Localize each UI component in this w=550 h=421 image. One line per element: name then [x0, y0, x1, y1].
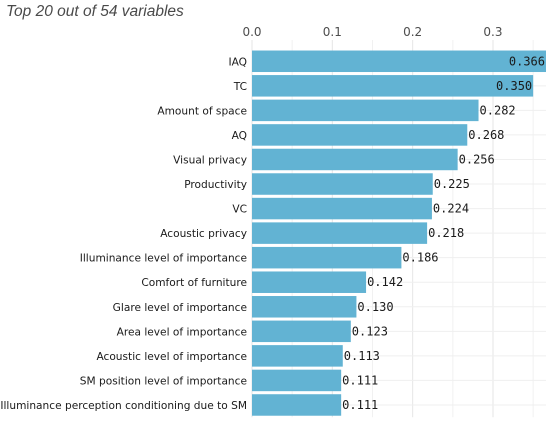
- value-label: 0.130: [357, 300, 393, 314]
- bars: [252, 50, 546, 416]
- value-label: 0.282: [480, 103, 516, 117]
- category-labels: IAQ TC Amount of space AQ Visual privacy Prod…: [0, 56, 247, 412]
- category-label: Illuminance level of importance: [80, 253, 247, 265]
- value-label: 0.225: [434, 177, 470, 191]
- category-label: Acoustic privacy: [160, 228, 247, 240]
- category-label: SM position level of importance: [80, 375, 247, 387]
- category-label: VC: [232, 204, 247, 216]
- bar: [252, 222, 428, 244]
- category-label: Visual privacy: [173, 154, 247, 166]
- value-label: 0.111: [342, 398, 378, 412]
- value-label: 0.113: [344, 349, 380, 363]
- x-tick-labels: 0.0 0.1 0.2 0.3: [242, 25, 502, 39]
- bar: [252, 394, 342, 416]
- category-label: Glare level of importance: [113, 302, 247, 314]
- value-label: 0.186: [402, 251, 438, 265]
- value-label: 0.268: [468, 128, 504, 142]
- chart-title: Top 20 out of 54 variables: [6, 3, 184, 20]
- bar: [252, 124, 468, 146]
- bar: [252, 271, 367, 293]
- category-label: Productivity: [184, 179, 247, 191]
- category-label: Area level of importance: [117, 326, 247, 338]
- value-label: 0.350: [496, 79, 532, 93]
- category-label: Acoustic level of importance: [96, 351, 247, 363]
- value-label: 0.218: [428, 226, 464, 240]
- bar: [252, 320, 351, 343]
- value-label: 0.256: [459, 152, 495, 166]
- value-label: 0.123: [352, 324, 388, 338]
- category-label: AQ: [232, 130, 247, 142]
- bar: [252, 75, 534, 97]
- bar: [252, 369, 342, 392]
- category-label: Comfort of furniture: [141, 277, 247, 289]
- value-label: 0.366: [509, 54, 545, 68]
- value-label: 0.111: [342, 373, 378, 387]
- bar: [252, 148, 458, 171]
- x-tick-label: 0.1: [323, 25, 342, 39]
- bar: [252, 173, 433, 195]
- bar: [252, 99, 479, 122]
- value-labels: 0.366 0.350 0.282 0.268 0.256 0.225 0.224 0.218…: [342, 54, 545, 412]
- x-tick-label: 0.3: [483, 25, 502, 39]
- value-label: 0.142: [367, 275, 403, 289]
- category-label: Illuminance perception conditioning due …: [0, 400, 247, 412]
- bar: [252, 246, 402, 269]
- category-label: Amount of space: [157, 105, 247, 117]
- bar: [252, 197, 432, 220]
- category-label: TC: [233, 81, 247, 93]
- bar: [252, 345, 343, 367]
- x-tick-label: 0.2: [403, 25, 422, 39]
- value-label: 0.224: [433, 202, 469, 216]
- x-tick-label: 0.0: [242, 25, 261, 39]
- bar: [252, 50, 546, 73]
- bar: [252, 296, 357, 318]
- category-label: IAQ: [228, 56, 247, 68]
